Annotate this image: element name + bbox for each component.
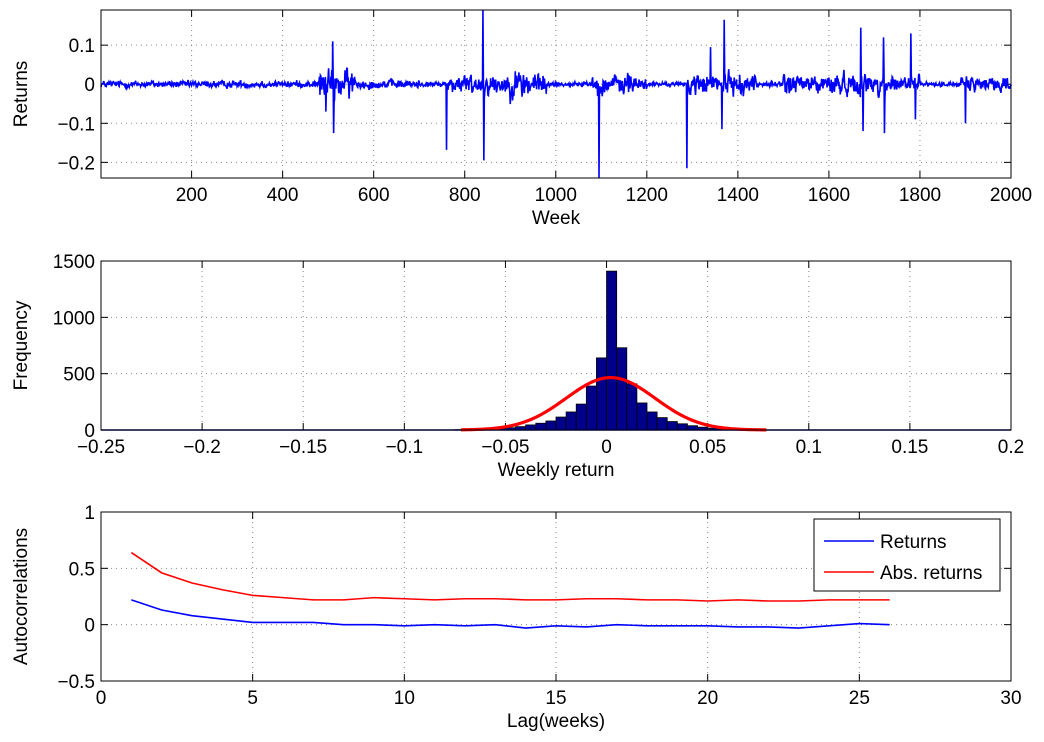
y-axis-label: Returns — [11, 61, 32, 128]
returns-series-line — [100, 9, 1012, 179]
x-tick-label: 30 — [1000, 688, 1021, 709]
x-tick-label: 1600 — [808, 185, 850, 206]
x-tick-label: 0.05 — [689, 437, 726, 458]
histogram-bar — [555, 416, 567, 431]
x-tick-label: 1400 — [717, 185, 759, 206]
normal-fit-curve — [460, 376, 767, 432]
x-tick-label: 1000 — [535, 185, 577, 206]
histogram-bar — [565, 411, 577, 431]
y-axis-label: Autocorrelations — [11, 528, 32, 665]
x-tick-label: −0.15 — [279, 437, 327, 458]
autocorrelation-series-line-1 — [130, 551, 890, 602]
histogram-bar — [585, 385, 597, 431]
x-tick-label: 25 — [849, 688, 870, 709]
histogram-bar — [656, 417, 668, 431]
weekly-return-histogram-panel: −0.25 −0.2 −0.15 −0.1 −0.05 0 0.05 0.1 0.15 0.2 0 5… — [11, 252, 1024, 481]
x-tick-label: 0.2 — [998, 437, 1024, 458]
x-tick-label: 800 — [449, 185, 481, 206]
y-tick-label: 1500 — [53, 252, 95, 273]
autocorrelation-series-line-0 — [131, 599, 890, 629]
histogram-bar — [545, 420, 557, 431]
x-tick-label: −0.2 — [183, 437, 221, 458]
histogram-bar — [606, 270, 618, 431]
histogram-bar — [525, 424, 537, 431]
legend-box — [813, 518, 1001, 592]
y-tick-label: 0 — [84, 421, 95, 442]
y-tick-label: 0 — [84, 616, 95, 637]
histogram-bar — [575, 403, 587, 431]
y-tick-label: 0 — [84, 75, 95, 96]
x-tick-label: 5 — [247, 688, 258, 709]
x-tick-label: −0.05 — [481, 437, 529, 458]
x-tick-label: 10 — [394, 688, 415, 709]
x-tick-label: 20 — [697, 688, 718, 709]
y-tick-label: 1000 — [53, 308, 95, 329]
returns-time-series-panel: 200 400 600 800 1000 1200 1400 1600 1800 2000 −0.2… — [11, 9, 1032, 229]
x-tick-label: 2000 — [990, 185, 1032, 206]
x-axis-label: Week — [532, 208, 581, 229]
autocorrelation-panel: 0 5 10 15 20 25 30−0.500.51Lag(weeks)Autocorre… — [11, 503, 1022, 732]
histogram-bar — [616, 347, 628, 431]
x-tick-label: 0 — [96, 688, 107, 709]
axes-frame — [100, 9, 1012, 179]
axes-frame — [100, 260, 1012, 431]
legend-label: Abs. returns — [880, 563, 982, 584]
x-tick-label: 0.15 — [891, 437, 928, 458]
x-tick-label: −0.25 — [77, 437, 125, 458]
histogram-bar — [626, 383, 638, 431]
x-axis-label: Weekly return — [498, 460, 615, 481]
x-tick-label: 200 — [176, 185, 208, 206]
y-tick-label: −0.2 — [57, 153, 95, 174]
x-tick-label: 1200 — [626, 185, 668, 206]
x-tick-label: 400 — [267, 185, 299, 206]
y-axis-label: Frequency — [11, 300, 32, 390]
x-tick-label: 0.1 — [796, 437, 822, 458]
axes-frame — [100, 511, 1012, 682]
x-tick-label: 0 — [601, 437, 612, 458]
legend-label: Returns — [880, 532, 947, 553]
histogram-bar — [646, 411, 658, 431]
x-axis-label: Lag(weeks) — [507, 711, 605, 732]
legend: Returns Abs. returns — [813, 518, 1001, 592]
y-tick-label: 0.1 — [69, 36, 95, 57]
y-tick-label: −0.5 — [57, 672, 95, 693]
y-tick-label: 0.5 — [69, 559, 95, 580]
x-tick-label: 1800 — [899, 185, 941, 206]
y-tick-label: 500 — [63, 365, 95, 386]
x-tick-label: 600 — [358, 185, 390, 206]
histogram-bar — [666, 421, 678, 431]
histogram-bar — [535, 422, 547, 431]
histogram-bar — [596, 357, 607, 431]
histogram-bar — [676, 423, 688, 431]
x-tick-label: −0.1 — [386, 437, 424, 458]
histogram-bar — [636, 402, 648, 431]
x-tick-label: 15 — [545, 688, 566, 709]
y-tick-label: 1 — [84, 503, 95, 524]
y-tick-label: −0.1 — [57, 114, 95, 135]
